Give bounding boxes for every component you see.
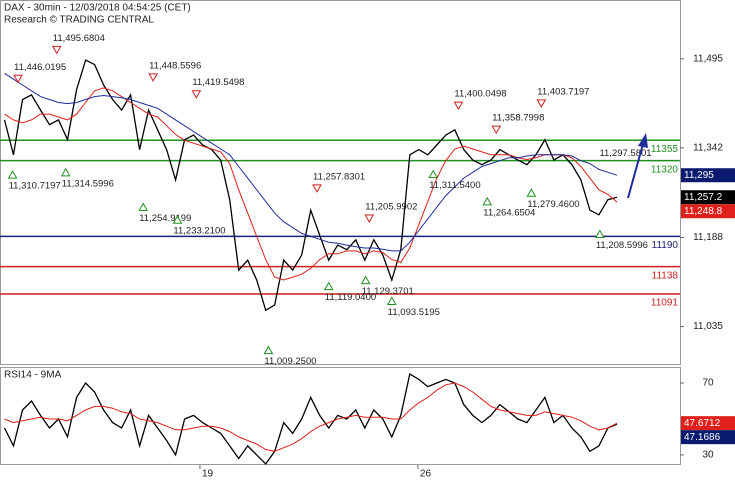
annotation-label: 11,233.2100: [173, 226, 225, 237]
y-tick-label: 11,495: [693, 53, 723, 64]
low-marker: [263, 345, 274, 355]
annotation-label: 11,314.5996: [62, 178, 114, 189]
high-marker: [312, 184, 322, 193]
level-label: 11091: [651, 298, 679, 309]
annotation-label: 11,254.9199: [139, 213, 191, 224]
low-marker: [138, 202, 149, 212]
annotation-label: 11,264.6504: [483, 207, 535, 218]
x-tick-label: 19: [202, 469, 214, 480]
high-marker: [491, 125, 502, 135]
price-tag: [681, 430, 735, 445]
low-marker: [60, 167, 71, 177]
annotation-label: 11,446.0195: [14, 62, 66, 73]
annotation-label: 11,009.2500: [264, 356, 316, 367]
low-marker: [323, 281, 334, 291]
price-tag-label: 11,257.2: [684, 192, 723, 203]
chart-title: RSI14 - 9MA: [4, 370, 62, 381]
y-tick-label: 11,188: [693, 232, 723, 243]
low-marker: [172, 215, 183, 224]
low-marker: [482, 196, 493, 206]
x-tick-label: 26: [420, 469, 432, 480]
price-tag: [681, 416, 735, 431]
annotation-label: 11,208.5996: [596, 240, 648, 251]
annotation-label: 11,358.7998: [492, 113, 544, 124]
low-marker: [360, 275, 371, 285]
annotation-label: 11,311.5400: [429, 180, 480, 191]
level-label: 11355: [651, 144, 679, 155]
y-tick-label: 70: [702, 378, 714, 389]
annotation-label: 11,403.7197: [537, 86, 589, 97]
y-tick-label: 11,342: [693, 143, 723, 154]
y-tick-label: 30: [702, 450, 714, 461]
series-line: [3, 59, 618, 312]
low-marker: [386, 296, 397, 306]
price-tag-label: 11,295: [684, 170, 714, 181]
high-marker: [453, 101, 464, 111]
y-tick-label: 11,035: [693, 321, 723, 332]
series-line: [3, 372, 618, 465]
forecast-arrow: [627, 133, 648, 199]
price-tag-label: 47.6712: [684, 418, 721, 429]
price-tag: [681, 190, 735, 205]
annotation-label: 11,448.5596: [149, 60, 201, 71]
low-marker: [7, 170, 18, 179]
annotation-label: 11,495.6804: [53, 33, 105, 44]
low-marker: [594, 229, 605, 239]
annotation-label: 11,093.5195: [388, 307, 440, 318]
annotation-label: 11,205.9902: [365, 202, 417, 213]
chart-subtitle: Research © TRADING CENTRAL: [4, 15, 154, 26]
high-marker: [364, 214, 375, 224]
annotation-label: 11,279.4600: [527, 199, 579, 210]
chart-title: DAX - 30min - 12/03/2018 04:54:25 (CET): [4, 3, 191, 14]
price-tag-label: 47.1686: [684, 432, 721, 443]
series-line: [4, 382, 618, 452]
high-marker: [191, 90, 202, 99]
annotation-label: 11,257.8301: [313, 171, 365, 182]
series-line: [4, 87, 618, 281]
annotation-label: 11,400.0498: [454, 89, 506, 100]
low-marker: [526, 188, 537, 197]
price-tag: [681, 204, 735, 219]
high-marker: [51, 45, 62, 55]
level-label: 11190: [652, 240, 679, 251]
level-label: 11138: [652, 270, 679, 281]
annotation-label: 11,419.5498: [192, 77, 244, 88]
high-marker: [536, 99, 547, 108]
annotation-label: 11,119.0400: [325, 292, 376, 303]
high-marker: [148, 73, 158, 82]
low-marker: [428, 169, 439, 179]
series-line: [4, 72, 618, 252]
annotation-label: 11,129.3701: [362, 286, 414, 297]
level-label: 11320: [651, 164, 679, 175]
annotation-label: 11,310.7197: [9, 181, 61, 192]
main-panel: [0, 0, 681, 365]
price-tag: [681, 168, 735, 183]
price-tag-label: 11,248.8: [684, 206, 723, 217]
high-marker: [13, 74, 23, 84]
annotation-label: 11,297.5801: [599, 148, 651, 159]
